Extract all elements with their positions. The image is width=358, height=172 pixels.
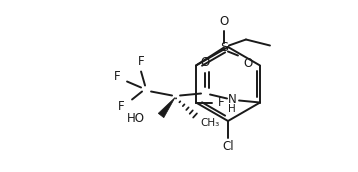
Text: O: O xyxy=(200,56,210,69)
Text: S: S xyxy=(220,41,228,54)
Text: F: F xyxy=(138,55,144,68)
Polygon shape xyxy=(158,98,175,118)
Text: F: F xyxy=(118,100,124,113)
Text: N: N xyxy=(228,93,236,106)
Text: Cl: Cl xyxy=(222,139,234,153)
Text: CH₃: CH₃ xyxy=(200,117,219,127)
Text: O: O xyxy=(219,15,228,28)
Text: HO: HO xyxy=(127,112,145,125)
Text: H: H xyxy=(228,104,236,114)
Text: F: F xyxy=(114,70,120,83)
Text: O: O xyxy=(243,57,253,70)
Text: F: F xyxy=(218,96,224,109)
